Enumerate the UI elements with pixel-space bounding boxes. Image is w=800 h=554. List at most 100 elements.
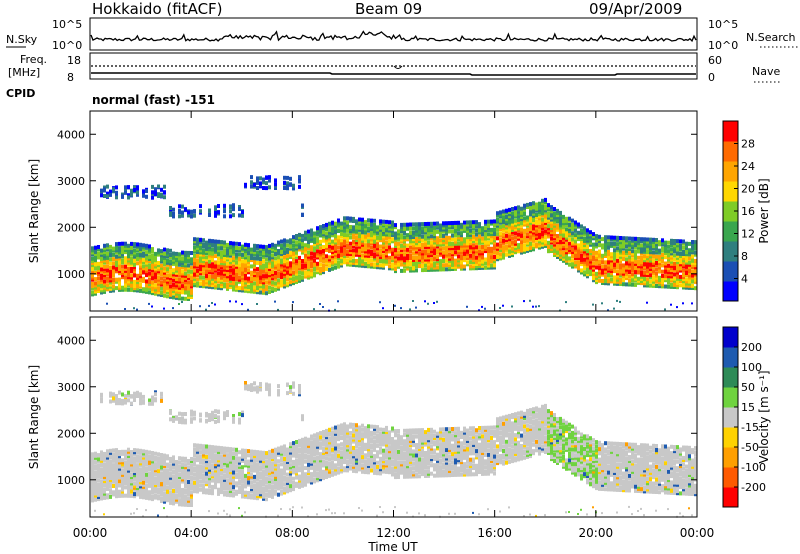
heatmap-cell	[145, 460, 148, 465]
heatmap-cell	[193, 459, 196, 464]
heatmap-cell	[466, 220, 469, 225]
heatmap-cell	[595, 278, 598, 282]
heatmap-cell	[229, 247, 232, 252]
heatmap-cell	[181, 275, 184, 280]
heatmap-cell	[115, 452, 118, 457]
heatmap-cell	[190, 469, 193, 474]
heatmap-cell	[163, 474, 166, 479]
heatmap-cell	[676, 281, 679, 285]
heatmap-cell	[553, 211, 556, 216]
heatmap-cell	[262, 282, 265, 287]
heatmap-cell	[493, 244, 496, 249]
heatmap-cell	[148, 494, 151, 499]
heatmap-cell	[190, 295, 193, 299]
heatmap-cell	[139, 397, 142, 402]
heatmap-cell	[106, 251, 109, 256]
heatmap-cell	[343, 224, 346, 229]
heatmap-cell	[601, 260, 604, 265]
heatmap-cell	[172, 261, 175, 266]
heatmap-cell	[100, 479, 103, 484]
heatmap-cell	[97, 268, 100, 273]
heatmap-cell	[367, 239, 370, 244]
heatmap-cell	[445, 244, 448, 249]
heatmap-cell	[346, 228, 349, 233]
heatmap-cell	[181, 288, 184, 293]
heatmap-cell	[472, 237, 475, 241]
heatmap-cell	[97, 284, 100, 289]
heatmap-cell	[523, 230, 526, 235]
heatmap-cell	[184, 481, 187, 486]
heatmap-cell	[613, 244, 616, 248]
heatmap-cell	[106, 191, 109, 196]
heatmap-cell	[301, 250, 304, 255]
heatmap-cell	[160, 255, 163, 260]
heatmap-cell	[139, 259, 142, 264]
heatmap-cell	[568, 222, 571, 227]
heatmap-cell	[625, 240, 628, 245]
heatmap-cell	[586, 251, 589, 256]
heatmap-cell	[370, 241, 373, 246]
heatmap-cell	[460, 233, 463, 238]
heatmap-cell	[607, 266, 610, 271]
heatmap-cell	[271, 259, 274, 264]
heatmap-cell	[274, 287, 277, 292]
heatmap-cell	[421, 264, 424, 268]
heatmap-cell	[403, 239, 406, 244]
heatmap-cell	[91, 290, 94, 295]
heatmap-cell	[151, 497, 154, 502]
heatmap-cell	[211, 251, 214, 256]
heatmap-cell	[607, 264, 610, 269]
heatmap-cell	[340, 250, 343, 255]
heatmap-cell	[226, 286, 229, 291]
heatmap-cell	[157, 456, 160, 461]
heatmap-cell	[538, 216, 541, 221]
heatmap-cell	[166, 248, 169, 253]
heatmap-cell	[616, 237, 619, 242]
heatmap-cell	[655, 261, 658, 265]
heatmap-cell	[424, 228, 427, 233]
heatmap-cell	[370, 226, 373, 231]
heatmap-cell	[151, 268, 154, 272]
heatmap-cell	[310, 255, 313, 260]
heatmap-cell	[106, 302, 108, 305]
heatmap-cell	[250, 251, 253, 256]
heatmap-cell	[160, 396, 163, 401]
heatmap-cell	[379, 257, 382, 262]
heatmap-cell	[175, 497, 178, 502]
heatmap-cell	[355, 252, 358, 257]
heatmap-cell	[691, 244, 694, 249]
heatmap-cell	[157, 460, 160, 465]
heatmap-cell	[511, 225, 514, 230]
heatmap-cell	[379, 229, 382, 234]
heatmap-cell	[256, 267, 259, 272]
heatmap-cell	[124, 245, 127, 250]
heatmap-cell	[385, 253, 388, 258]
heatmap-cell	[103, 470, 106, 475]
heatmap-cell	[628, 255, 631, 260]
heatmap-cell	[103, 266, 106, 271]
heatmap-cell	[538, 239, 541, 244]
heatmap-cell	[406, 247, 409, 252]
heatmap-cell	[190, 484, 193, 489]
heatmap-cell	[154, 256, 157, 261]
heatmap-cell	[184, 259, 187, 264]
heatmap-cell	[100, 492, 103, 497]
heatmap-cell	[436, 223, 439, 228]
heatmap-cell	[136, 490, 139, 495]
heatmap-cell	[592, 257, 595, 262]
heatmap-cell	[121, 398, 124, 403]
heatmap-cell	[652, 239, 655, 244]
heatmap-cell	[628, 278, 631, 283]
heatmap-cell	[484, 257, 487, 262]
heatmap-cell	[136, 288, 139, 293]
heatmap-cell	[520, 236, 523, 240]
heatmap-cell	[628, 257, 631, 262]
heatmap-cell	[640, 264, 643, 269]
heatmap-cell	[172, 295, 175, 300]
heatmap-cell	[391, 249, 394, 254]
heatmap-cell	[502, 238, 505, 243]
heatmap-cell	[547, 224, 550, 229]
heatmap-cell	[292, 249, 295, 254]
heatmap-cell	[571, 260, 574, 265]
heatmap-cell	[127, 491, 130, 496]
